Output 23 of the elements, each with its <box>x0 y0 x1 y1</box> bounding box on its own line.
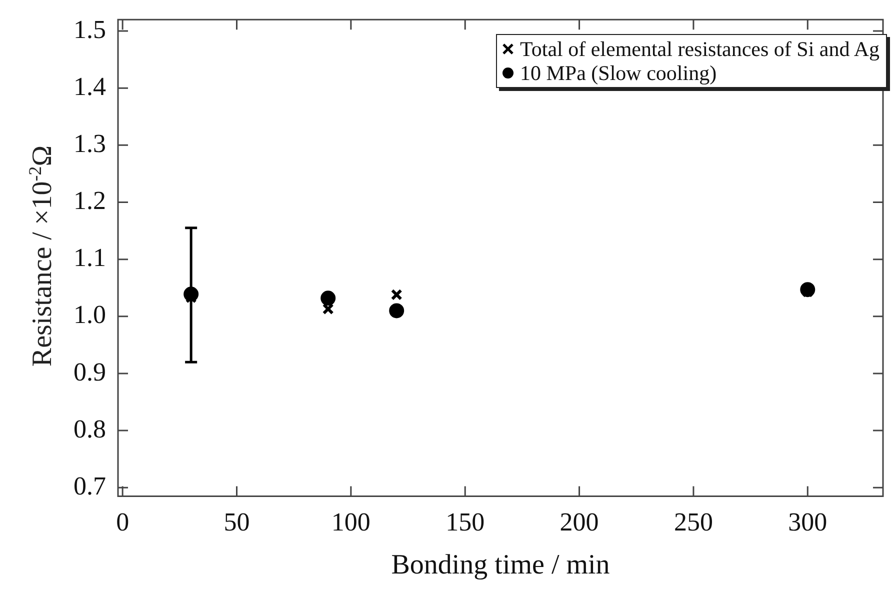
x-tick-label: 100 <box>331 508 370 537</box>
point <box>322 303 334 315</box>
x-tick-label: 150 <box>446 508 485 537</box>
y-tick-label: 0.9 <box>74 357 106 386</box>
x-tick-label: 0 <box>116 508 130 537</box>
legend-label: 10 MPa (Slow cooling) <box>520 60 717 85</box>
x-axis-title: Bonding time / min <box>391 550 610 581</box>
y-tick-label: 1.1 <box>74 243 106 272</box>
x-tick-label: 50 <box>224 508 250 537</box>
y-tick-label: 1.2 <box>74 186 106 216</box>
y-tick-label: 1.5 <box>74 14 106 44</box>
legend-label: Total of elemental resistances of Si and Ag <box>520 36 880 61</box>
y-tick-label: 0.7 <box>74 471 106 500</box>
y-tick-label: 1.4 <box>74 72 106 101</box>
point <box>389 303 404 318</box>
x-tick-label: 200 <box>560 508 599 537</box>
point <box>390 288 402 300</box>
y-tick-label: 0.8 <box>74 414 106 444</box>
x-tick-label: 250 <box>674 508 713 537</box>
y-tick-label: 1.3 <box>74 129 106 158</box>
x-tick-label: 300 <box>788 508 828 537</box>
point <box>320 290 336 306</box>
y-tick-label: 1.0 <box>74 300 106 330</box>
